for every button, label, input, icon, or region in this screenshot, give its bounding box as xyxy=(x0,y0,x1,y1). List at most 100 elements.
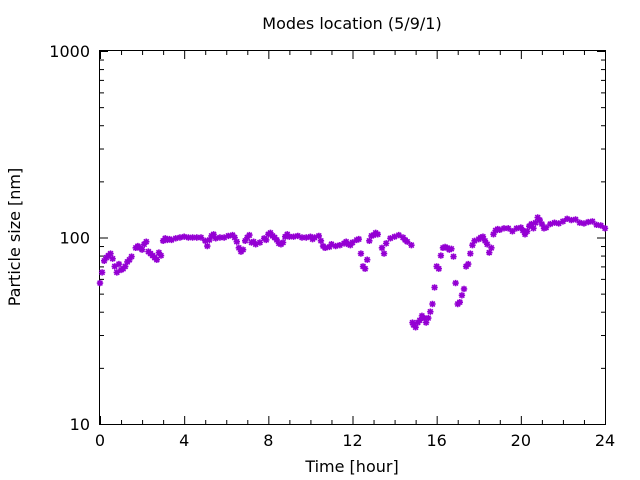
data-point xyxy=(353,236,360,244)
data-point xyxy=(286,233,293,240)
data-point xyxy=(101,257,108,265)
data-point xyxy=(204,242,211,250)
data-point xyxy=(189,234,196,241)
data-point xyxy=(355,235,363,243)
data-point xyxy=(538,220,546,228)
data-point xyxy=(439,244,447,252)
data-point xyxy=(252,241,259,248)
x-tick-label: 16 xyxy=(426,431,446,450)
data-point xyxy=(128,253,135,260)
data-point xyxy=(500,225,508,232)
data-point xyxy=(469,241,476,249)
data-point xyxy=(431,284,438,291)
data-point xyxy=(387,235,394,242)
data-point xyxy=(361,265,369,272)
x-tick-label: 8 xyxy=(263,431,273,450)
data-point xyxy=(164,236,171,244)
data-point xyxy=(315,232,323,240)
data-points xyxy=(96,214,609,331)
x-tick-label: 12 xyxy=(342,431,362,450)
data-point xyxy=(441,243,449,251)
data-point xyxy=(263,236,270,244)
axis-ticks xyxy=(100,51,606,425)
data-point xyxy=(275,240,283,247)
data-point xyxy=(425,314,432,322)
data-point xyxy=(589,218,596,225)
data-point xyxy=(193,234,200,241)
data-point xyxy=(290,233,297,240)
data-point xyxy=(519,227,527,234)
data-point xyxy=(523,228,531,235)
data-point xyxy=(113,269,121,276)
data-point xyxy=(458,292,466,299)
data-point xyxy=(210,231,217,238)
data-point xyxy=(404,238,411,245)
data-point xyxy=(429,300,436,308)
data-point xyxy=(416,317,424,324)
data-point xyxy=(409,319,416,326)
data-point xyxy=(496,226,503,233)
axis-tick-labels: 0 4 8 12 16 20 24 10 100 1000 xyxy=(49,42,615,450)
data-point xyxy=(332,242,339,250)
data-point xyxy=(460,285,468,293)
data-point xyxy=(176,234,184,241)
data-point xyxy=(446,246,453,253)
data-point xyxy=(225,232,232,240)
data-point xyxy=(311,234,318,241)
data-point xyxy=(185,234,192,241)
data-point xyxy=(584,218,592,226)
data-point xyxy=(197,234,205,241)
data-point xyxy=(435,265,442,272)
data-point xyxy=(107,250,114,257)
data-point xyxy=(452,279,459,287)
data-point xyxy=(172,235,179,242)
data-point xyxy=(157,252,165,259)
data-point xyxy=(246,231,253,239)
chart-title: Modes location (5/9/1) xyxy=(262,14,441,33)
data-point xyxy=(551,219,558,226)
y-axis-label: Particle size [nm] xyxy=(5,168,24,307)
data-point xyxy=(528,220,535,228)
data-point xyxy=(216,234,224,241)
data-point xyxy=(180,233,188,240)
data-point xyxy=(378,244,386,252)
data-point xyxy=(465,260,472,268)
data-point xyxy=(486,249,493,256)
x-tick-label: 24 xyxy=(595,431,615,450)
data-point xyxy=(206,236,213,244)
data-point xyxy=(233,238,240,245)
x-tick-label: 0 xyxy=(95,431,105,450)
data-point xyxy=(532,219,539,226)
y-tick-label: 100 xyxy=(59,229,90,248)
data-point xyxy=(580,220,588,227)
data-point xyxy=(412,324,419,331)
data-point xyxy=(155,249,163,256)
data-point xyxy=(241,237,249,245)
data-point xyxy=(448,245,455,252)
data-point xyxy=(572,216,579,223)
data-point xyxy=(321,244,329,252)
data-point xyxy=(576,219,583,226)
data-point xyxy=(422,319,430,326)
data-point xyxy=(231,234,238,241)
data-point xyxy=(601,225,609,232)
data-point xyxy=(563,215,571,222)
data-point xyxy=(517,224,525,231)
data-point xyxy=(212,235,219,242)
data-point xyxy=(593,221,600,228)
data-point xyxy=(122,263,129,270)
data-point xyxy=(479,233,487,240)
data-point xyxy=(115,260,123,268)
data-point xyxy=(488,244,495,252)
data-point xyxy=(349,239,356,246)
data-point xyxy=(391,233,398,240)
data-point xyxy=(364,256,371,263)
data-point xyxy=(138,246,146,253)
data-point xyxy=(477,234,485,241)
data-point xyxy=(273,236,280,244)
data-point xyxy=(483,241,491,248)
data-point xyxy=(408,241,415,249)
data-point xyxy=(521,231,529,238)
x-axis-label: Time [hour] xyxy=(304,457,398,476)
